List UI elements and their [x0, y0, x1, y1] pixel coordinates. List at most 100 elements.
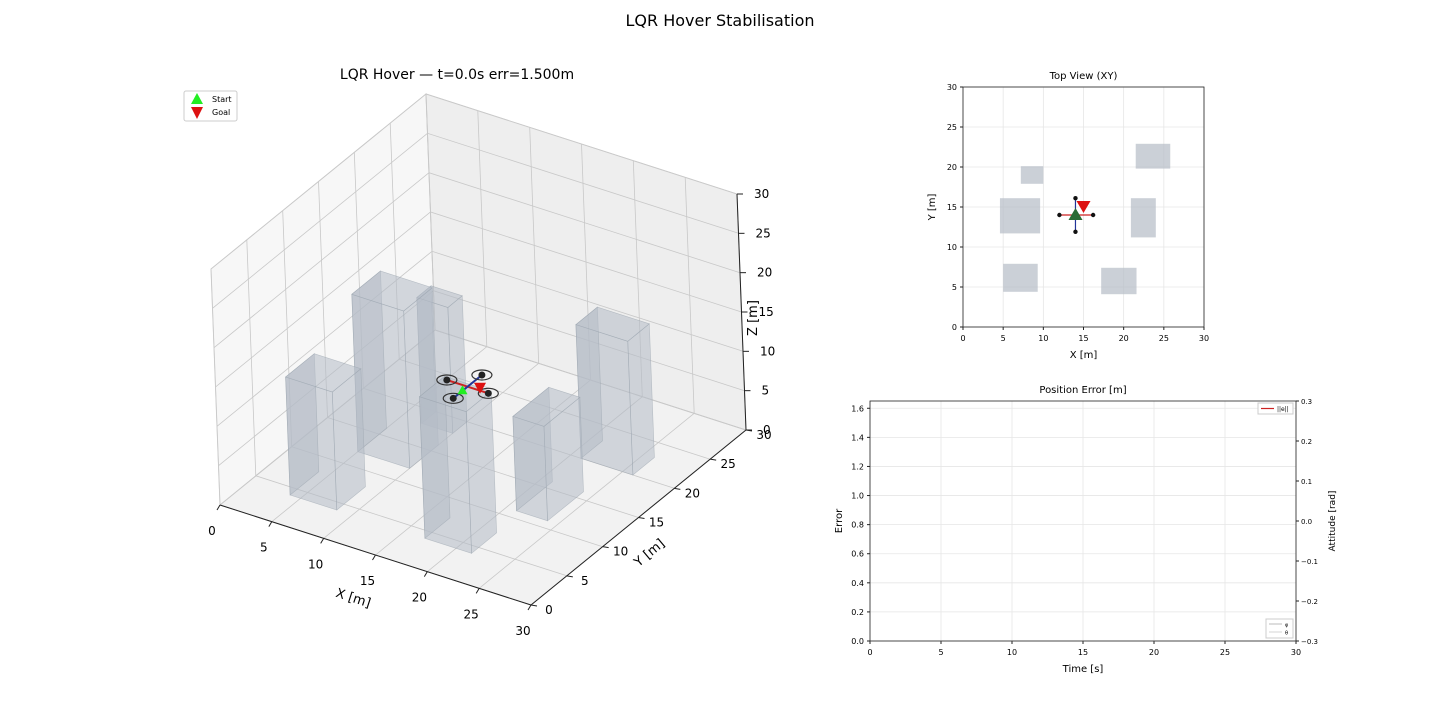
x-tick-label: 20: [1119, 334, 1129, 343]
y-tick-label: 30: [756, 428, 771, 442]
goal-marker: [474, 382, 486, 394]
y-tick: [566, 575, 573, 578]
x-tick-label: 30: [515, 624, 530, 638]
x-tick-label: 15: [1078, 648, 1088, 657]
y2-tick-label: −0.3: [1301, 638, 1318, 646]
y-tick-label: 1.4: [851, 433, 864, 442]
y-axis-label: Y [m]: [631, 536, 668, 571]
z-tick-label: 0: [763, 423, 771, 437]
y-tick-label: 20: [947, 163, 957, 172]
y-tick-label: 1.6: [851, 404, 864, 413]
obstacle-face: [465, 390, 497, 554]
x-tick-label: 15: [1078, 334, 1088, 343]
x-tick-label: 10: [308, 557, 323, 571]
y2-tick-label: 0.3: [1301, 398, 1312, 406]
z-tick-label: 5: [762, 384, 770, 398]
x-tick-label: 25: [1220, 648, 1230, 657]
obstacle-face: [512, 386, 581, 427]
y-tick-label: 15: [649, 516, 664, 530]
y-tick-label: 0: [952, 323, 957, 332]
y-tick-label: 25: [721, 457, 736, 471]
x-tick: [527, 604, 532, 611]
obstacle-face: [627, 323, 655, 476]
y-tick-label: 10: [947, 243, 957, 252]
top-view-plot: Top View (XY) 00 5 5 10 10 15 15 20 20 25 25 30 30 X […: [927, 71, 1209, 361]
x-tick-label: 0: [960, 334, 965, 343]
legend-error-label: ||e||: [1277, 406, 1289, 413]
drone-motor: [1090, 212, 1096, 218]
legend-theta-label: θ: [1285, 631, 1288, 637]
x-tick-label: 0: [867, 648, 872, 657]
top-view-title: Top View (XY): [1049, 71, 1118, 82]
drone-motor: [1073, 196, 1078, 201]
y-tick-label: 10: [613, 545, 628, 559]
y-tick-label: 0.6: [851, 550, 864, 559]
y-tick-label: 15: [947, 203, 957, 212]
x-tick-label: 25: [1159, 334, 1169, 343]
top-view-frame: [962, 86, 1205, 328]
main-3d-title: LQR Hover — t=0.0s err=1.500m: [340, 67, 574, 83]
x-tick-label: 25: [464, 607, 479, 621]
y2-tick-label: −0.1: [1301, 558, 1318, 566]
legend-phi-label: φ: [1285, 623, 1289, 629]
obstacle-face: [331, 368, 366, 511]
x-tick-label: 5: [1001, 334, 1006, 343]
x-tick: [372, 554, 376, 561]
y-tick-label: 0.0: [851, 637, 864, 646]
y-tick-label: 0.4: [851, 579, 864, 588]
y2-tick-label: 0.0: [1301, 518, 1312, 526]
y2-tick-label: −0.2: [1301, 598, 1318, 606]
y-tick-label: 1.2: [851, 462, 864, 471]
z-tick-label: 20: [757, 266, 772, 280]
y-axis-label: Error: [834, 508, 845, 533]
x-tick: [216, 504, 221, 511]
y-tick: [710, 458, 717, 461]
y2-axis-label: Attitude [rad]: [1328, 491, 1338, 552]
x-tick: [423, 571, 428, 577]
legend-start-label: Start: [212, 95, 232, 104]
z-tick-label: 10: [760, 344, 775, 358]
y-tick-label: 1.0: [851, 492, 864, 501]
obstacle-face: [575, 306, 650, 342]
drone-rotor: [477, 387, 499, 399]
x-tick-label: 30: [1291, 648, 1301, 657]
obstacle-footprint: [1101, 267, 1137, 295]
x-tick-label: 10: [1007, 648, 1017, 657]
x-tick: [475, 588, 480, 594]
y-tick-label: 0.8: [851, 521, 864, 530]
x-tick-label: 20: [1149, 648, 1159, 657]
x-tick-label: 15: [360, 574, 375, 588]
drone-rotor: [436, 374, 458, 386]
y-tick: [530, 604, 538, 607]
main-3d-plot: LQR Hover — t=0.0s err=1.500m 0 0 0 5 5 5 10 10 1…: [183, 67, 775, 638]
obstacle-face: [351, 270, 433, 312]
obstacle-footprint: [1003, 263, 1038, 292]
z-gridline: [210, 93, 738, 270]
y-tick: [745, 429, 753, 432]
figure-suptitle: LQR Hover Stabilisation: [625, 11, 814, 30]
x-axis-label: X [m]: [1070, 350, 1098, 361]
x-tick: [320, 538, 325, 544]
y-tick-label: 5: [581, 574, 589, 588]
drone-motor: [1057, 212, 1062, 218]
drone-rotor: [442, 392, 464, 404]
z-tick-label: 15: [759, 305, 774, 319]
y2-tick-label: 0.1: [1301, 478, 1312, 486]
obstacle-footprint: [1020, 166, 1044, 184]
y-tick: [602, 546, 609, 549]
x-tick-label: 5: [938, 648, 943, 657]
x-axis-label: Time [s]: [1062, 664, 1104, 675]
y-tick-label: 0: [545, 603, 553, 617]
obstacle-footprint: [1135, 143, 1171, 169]
goal-marker: [1076, 201, 1091, 213]
y-tick: [638, 517, 645, 519]
obstacle-face: [284, 353, 362, 393]
y2-tick-label: 0.2: [1301, 438, 1312, 446]
x-tick-label: 5: [260, 541, 268, 555]
y-tick-label: 25: [947, 123, 957, 132]
drone-motor: [443, 376, 451, 384]
y-tick-label: 0.2: [851, 608, 864, 617]
z-tick-label: 25: [756, 226, 771, 240]
start-marker: [1068, 208, 1083, 220]
